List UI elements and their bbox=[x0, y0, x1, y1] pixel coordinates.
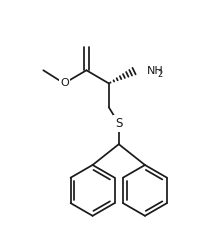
Text: 2: 2 bbox=[157, 70, 162, 79]
Text: S: S bbox=[115, 117, 122, 130]
Text: NH: NH bbox=[147, 66, 163, 76]
Text: O: O bbox=[60, 78, 69, 88]
